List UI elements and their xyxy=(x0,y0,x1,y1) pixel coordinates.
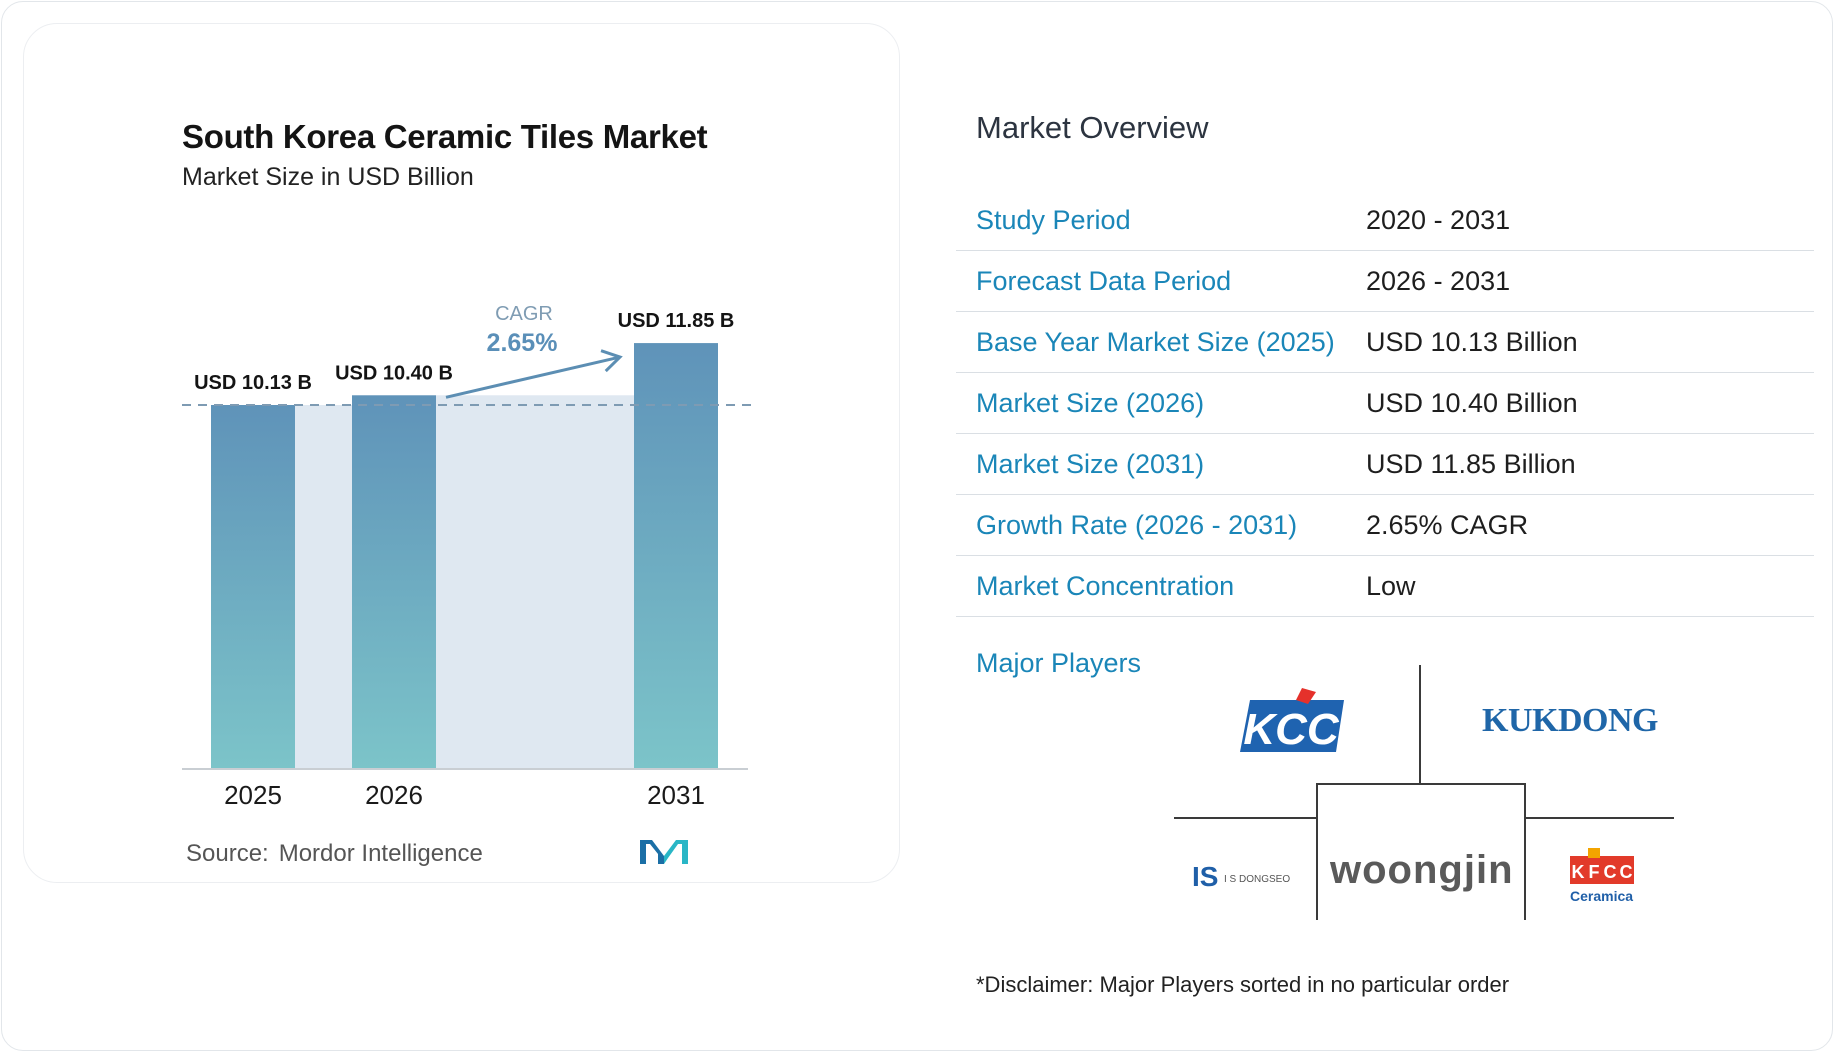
mordor-intelligence-logo-icon xyxy=(640,840,688,864)
x-tick-label-2025: 2025 xyxy=(224,780,282,810)
bar-2026 xyxy=(352,395,436,769)
cagr-arrow-line xyxy=(445,355,621,399)
row-label: Forecast Data Period xyxy=(976,266,1232,296)
overview-row-size-2026: Market Size (2026) USD 10.40 Billion xyxy=(956,373,1814,434)
row-value: 2020 - 2031 xyxy=(1366,205,1511,235)
overview-row-study-period: Study Period 2020 - 2031 xyxy=(956,190,1814,251)
dongseo-logo-mark: IS xyxy=(1192,861,1218,890)
row-label: Growth Rate (2026 - 2031) xyxy=(976,510,1298,540)
row-label: Market Size (2026) xyxy=(976,388,1205,418)
x-tick-label-2026: 2026 xyxy=(365,780,423,810)
row-value: 2026 - 2031 xyxy=(1366,266,1511,296)
row-value: Low xyxy=(1366,571,1416,601)
data-label-2026: USD 10.40 B xyxy=(335,362,453,384)
kfcc-letter: C xyxy=(1620,862,1633,882)
x-tick-label-2031: 2031 xyxy=(647,780,705,810)
cagr-arrow xyxy=(445,349,623,399)
source-line: Source: Mordor Intelligence xyxy=(186,840,493,868)
kcc-logo-text: KCC xyxy=(1243,705,1340,754)
data-label-2025: USD 10.13 B xyxy=(194,372,312,394)
cagr-value: 2.65% xyxy=(487,329,558,357)
overview-row-size-2031: Market Size (2031) USD 11.85 Billion xyxy=(956,434,1814,495)
kfcc-letter: C xyxy=(1604,862,1617,882)
data-label-2031: USD 11.85 B xyxy=(618,310,735,332)
kfcc-letter: F xyxy=(1589,862,1600,882)
overview-row-forecast-period: Forecast Data Period 2026 - 2031 xyxy=(956,251,1814,312)
row-value: USD 10.13 Billion xyxy=(1366,327,1578,357)
cagr-label: CAGR xyxy=(495,303,553,325)
woongjin-logo: woongjin xyxy=(1330,848,1514,892)
kfcc-letter: K xyxy=(1572,862,1585,882)
dongseo-logo-text: I S DONGSEO xyxy=(1224,874,1291,885)
market-overview-table: Study Period 2020 - 2031 Forecast Data Pe… xyxy=(956,190,1814,617)
overview-row-concentration: Market Concentration Low xyxy=(956,556,1814,617)
row-label: Market Concentration xyxy=(976,571,1235,601)
cagr-arrow-head xyxy=(600,349,623,373)
row-label: Base Year Market Size (2025) xyxy=(976,327,1335,357)
chart-title: South Korea Ceramic Tiles Market xyxy=(182,118,708,155)
row-value: 2.65% CAGR xyxy=(1366,510,1529,540)
overview-row-growth-rate: Growth Rate (2026 - 2031) 2.65% CAGR xyxy=(956,495,1814,556)
bar-2031 xyxy=(634,343,718,769)
bar-chart: USD 10.13 B 2025 USD 10.40 B 2026 USD 11.85 … xyxy=(182,303,752,810)
row-value: USD 10.40 Billion xyxy=(1366,388,1578,418)
source-value: Mordor Intelligence xyxy=(278,840,483,867)
market-overview-title: Market Overview xyxy=(976,110,1209,145)
chart-band xyxy=(295,405,352,769)
kfcc-logo-icon: K F C C xyxy=(1570,848,1634,884)
chart-band xyxy=(436,395,634,769)
dongseo-logo-icon: IS xyxy=(1192,861,1218,890)
kukdong-logo: KUKDONG xyxy=(1482,702,1658,739)
kfcc-logo-subtext: Ceramica xyxy=(1570,888,1634,904)
source-label: Source: xyxy=(186,840,269,867)
disclaimer: *Disclaimer: Major Players sorted in no … xyxy=(976,972,1510,997)
chart-subtitle: Market Size in USD Billion xyxy=(182,163,474,191)
row-label: Study Period xyxy=(976,205,1131,235)
overview-row-base-year-size: Base Year Market Size (2025) USD 10.13 Bi… xyxy=(956,312,1814,373)
major-players-label: Major Players xyxy=(976,648,1142,678)
row-label: Market Size (2031) xyxy=(976,449,1205,479)
kcc-logo-icon: KCC xyxy=(1240,688,1344,754)
bar-2025 xyxy=(211,405,295,769)
row-value: USD 11.85 Billion xyxy=(1366,449,1576,479)
